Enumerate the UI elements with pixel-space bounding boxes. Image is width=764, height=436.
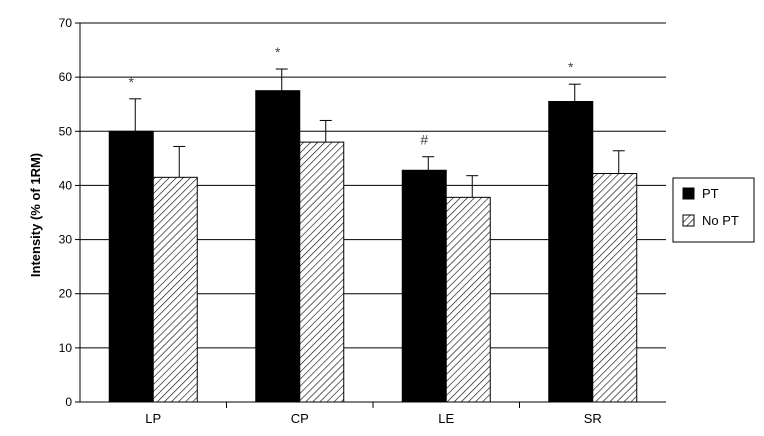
legend-label-no-pt: No PT bbox=[702, 213, 739, 228]
bar-no-pt-le bbox=[445, 196, 491, 403]
bar-pt-cp bbox=[255, 90, 301, 403]
significance-marker: # bbox=[420, 132, 428, 148]
x-category-label: CP bbox=[291, 411, 309, 426]
bar-no-pt-lp bbox=[152, 176, 198, 403]
x-category-label: SR bbox=[584, 411, 602, 426]
y-tick-label: 30 bbox=[59, 233, 73, 247]
y-axis-label: Intensity (% of 1RM) bbox=[28, 153, 43, 277]
legend-label-pt: PT bbox=[702, 186, 719, 201]
y-tick-label: 40 bbox=[59, 178, 73, 192]
y-tick-labels: 0 10 20 30 40 50 60 70 bbox=[59, 16, 80, 409]
y-tick-label: 60 bbox=[59, 70, 73, 84]
legend: PT No PT bbox=[672, 177, 755, 243]
y-tick-label: 10 bbox=[59, 341, 73, 355]
x-category-label: LE bbox=[438, 411, 454, 426]
significance-marker: * bbox=[275, 44, 281, 60]
axes bbox=[79, 23, 666, 408]
bar-pt-le bbox=[401, 169, 447, 403]
bar-pt-lp bbox=[108, 130, 154, 403]
bars bbox=[108, 90, 638, 403]
y-tick-label: 0 bbox=[65, 395, 72, 409]
y-tick-label: 20 bbox=[59, 287, 73, 301]
x-category-labels: LP CP LE SR bbox=[145, 411, 601, 426]
legend-swatch-no-pt bbox=[682, 214, 695, 227]
error-bars bbox=[129, 68, 625, 198]
legend-swatch-pt bbox=[682, 187, 695, 200]
bar-no-pt-cp bbox=[299, 141, 345, 403]
y-tick-label: 70 bbox=[59, 16, 73, 30]
significance-marker: * bbox=[129, 74, 135, 90]
y-tick-label: 50 bbox=[59, 124, 73, 138]
significance-annotations: * * # * bbox=[129, 44, 575, 148]
x-category-label: LP bbox=[145, 411, 161, 426]
bar-pt-sr bbox=[548, 101, 594, 403]
significance-marker: * bbox=[568, 59, 574, 75]
bar-no-pt-sr bbox=[592, 173, 638, 403]
